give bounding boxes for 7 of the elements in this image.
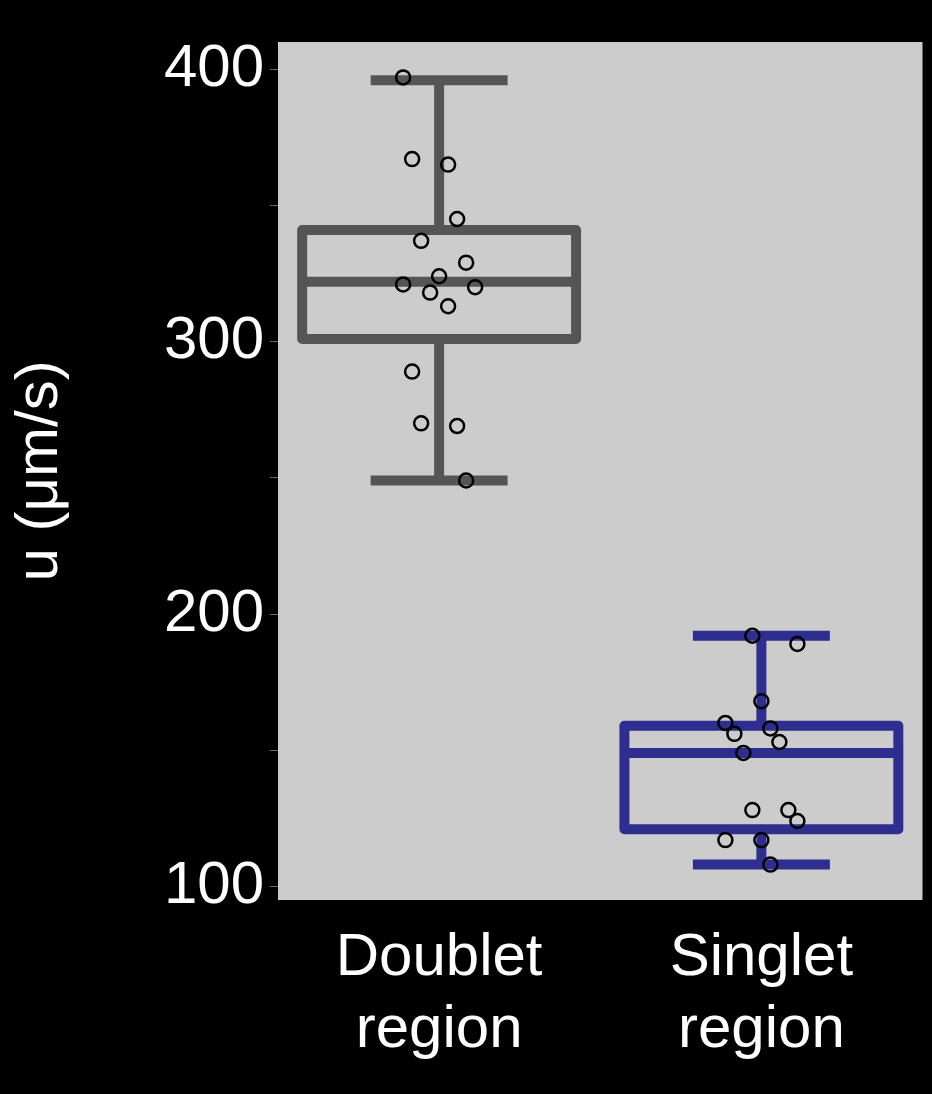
y-tick-label: 400 bbox=[163, 31, 264, 99]
y-tick-label: 100 bbox=[163, 848, 264, 916]
x-tick-label: Doublet region bbox=[335, 920, 543, 1060]
y-tick-label: 300 bbox=[163, 304, 264, 372]
x-tick-label: Singlet region bbox=[669, 920, 854, 1060]
y-axis-title: u (μm/s) bbox=[2, 360, 70, 582]
y-tick-label: 200 bbox=[163, 576, 264, 644]
